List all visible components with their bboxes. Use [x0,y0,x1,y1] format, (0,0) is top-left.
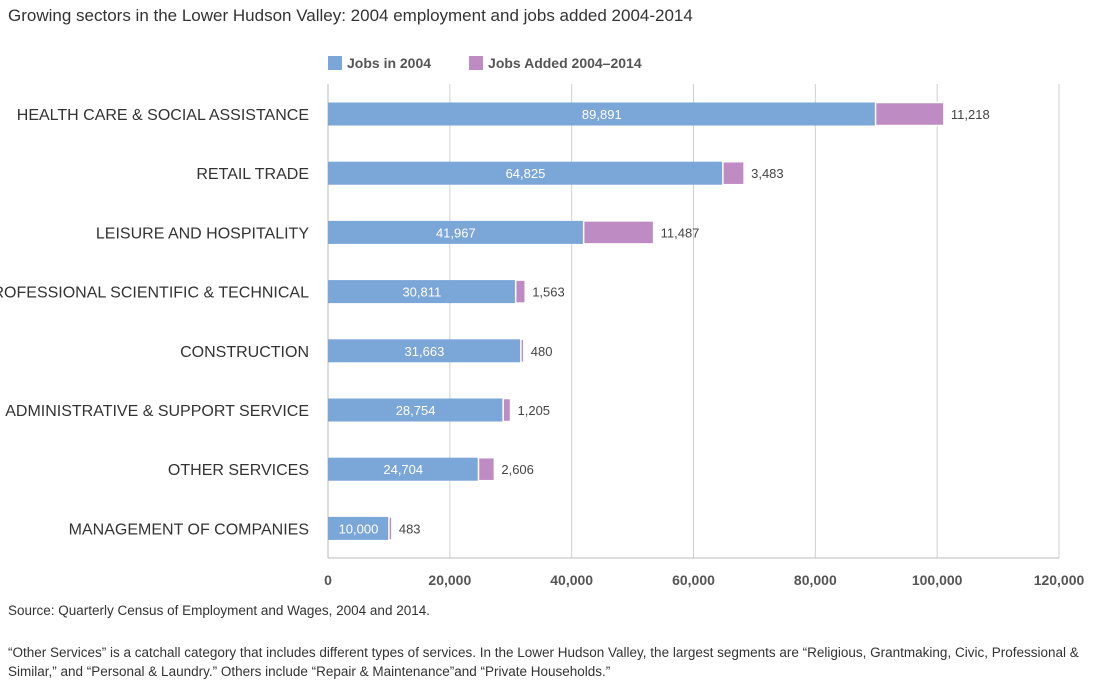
bar-jobs-2004 [328,161,723,185]
bar-jobs-added [514,279,526,304]
category-label: ADMINISTRATIVE & SUPPORT SERVICE [5,403,309,420]
legend-item-jobs-added: Jobs Added 2004–2014 [469,55,642,71]
data-label-jobs-2004: 24,704 [383,462,423,477]
x-tick-label: 20,000 [428,572,471,588]
bar-jobs-2004 [328,516,389,540]
data-label-jobs-2004: 28,754 [396,403,436,418]
bar-jobs-added [477,456,496,482]
source-note: Source: Quarterly Census of Employment a… [8,603,430,618]
bar-jobs-added [502,397,512,423]
bar-chart: 0 20,000 40,000 60,000 80,000 100,000 120,000 H… [0,84,1085,588]
bar-jobs-2004 [328,280,516,304]
legend-label-jobs-2004: Jobs in 2004 [347,55,432,71]
x-tick-label: 80,000 [794,572,837,588]
x-tick-label: 120,000 [1034,572,1085,588]
x-tick-label: 60,000 [672,572,715,588]
data-label-jobs-added: 11,218 [951,107,990,122]
chart-legend: Jobs in 2004 Jobs Added 2004–2014 [328,55,680,71]
bar-jobs-added [388,516,393,541]
bar-jobs-2004 [328,398,504,422]
category-label: PROFESSIONAL SCIENTIFIC & TECHNICAL [0,285,309,302]
bar-jobs-added [874,101,945,127]
bar-jobs-2004 [328,339,521,363]
footnote: “Other Services” is a catchall category … [8,645,1079,679]
category-label: LEISURE AND HOSPITALITY [96,225,309,242]
category-label: CONSTRUCTION [180,344,309,361]
x-tick-label: 40,000 [550,572,593,588]
data-label-jobs-2004: 31,663 [405,344,445,359]
legend-swatch-jobs-2004 [328,56,342,70]
chart-title: Growing sectors in the Lower Hudson Vall… [8,6,693,25]
data-label-jobs-2004: 10,000 [339,521,379,536]
data-label-jobs-added: 11,487 [661,225,700,240]
data-label-jobs-2004: 41,967 [436,225,476,240]
legend-swatch-jobs-added [469,56,484,70]
data-label-jobs-added: 2,606 [501,462,534,477]
data-label-jobs-2004: 64,825 [506,166,546,181]
data-label-jobs-added: 3,483 [751,166,784,181]
category-label: HEALTH CARE & SOCIAL ASSISTANCE [17,107,309,124]
category-label: OTHER SERVICES [168,462,309,479]
data-label-jobs-2004: 89,891 [582,107,622,122]
bar-jobs-2004 [328,220,584,244]
category-label: MANAGEMENT OF COMPANIES [69,521,309,538]
bar-jobs-2004 [328,102,876,126]
data-label-jobs-added: 1,563 [532,285,565,300]
bar-jobs-2004 [328,457,479,481]
category-label: RETAIL TRADE [196,166,309,183]
x-tick-label: 0 [324,572,332,588]
x-tick-label: 100,000 [912,572,963,588]
legend-label-jobs-added: Jobs Added 2004–2014 [488,55,642,71]
bar-jobs-added [722,160,745,186]
bar-jobs-added [520,338,525,364]
data-label-jobs-2004: 30,811 [402,285,441,300]
legend-item-jobs-2004: Jobs in 2004 [328,55,431,71]
data-label-jobs-added: 483 [399,521,421,536]
bar-jobs-added [582,220,655,245]
data-label-jobs-added: 480 [531,344,553,359]
data-label-jobs-added: 1,205 [518,403,551,418]
